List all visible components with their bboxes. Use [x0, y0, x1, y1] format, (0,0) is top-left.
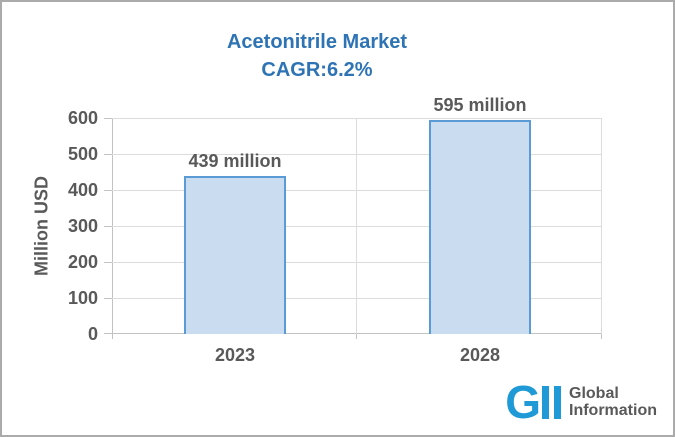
- chart-title-line1: Acetonitrile Market: [226, 31, 408, 53]
- gii-logo: G Global Information: [505, 376, 657, 428]
- category-divider-line: [356, 118, 357, 334]
- gridline: [112, 118, 602, 119]
- y-tick-label: 600: [67, 108, 98, 128]
- gridline: [112, 226, 602, 227]
- x-tick-mark: [112, 334, 113, 339]
- gii-logo-text: Global Information: [569, 385, 657, 419]
- bar-value-label: 595 million: [433, 95, 527, 115]
- gii-logo-monogram: G: [505, 376, 541, 428]
- bar-2023: [184, 176, 286, 334]
- y-tick-label: 0: [87, 324, 98, 344]
- gridline: [112, 190, 602, 191]
- bar-value-label: 439 million: [188, 151, 282, 171]
- gii-logo-bars-icon: [542, 385, 561, 419]
- chart-title-line2: CAGR:6.2%: [261, 59, 373, 81]
- y-tick-mark: [104, 190, 112, 191]
- plot-right-border: [601, 118, 602, 334]
- x-tick-label: 2023: [214, 345, 256, 365]
- y-tick-mark: [104, 298, 112, 299]
- bar-2028: [429, 120, 531, 334]
- y-tick-label: 200: [67, 252, 98, 272]
- x-tick-mark: [356, 334, 357, 339]
- x-tick-mark: [601, 334, 602, 339]
- x-axis-line: [112, 333, 602, 334]
- chart-title: Acetonitrile Market CAGR:6.2%: [2, 28, 632, 84]
- gridline: [112, 262, 602, 263]
- gii-logo-bar-icon: [554, 385, 561, 419]
- y-tick-mark: [104, 226, 112, 227]
- y-tick-mark: [104, 333, 112, 334]
- plot-area: 439 million 595 million: [104, 95, 602, 339]
- gii-logo-text-line1: Global: [569, 385, 619, 402]
- gii-logo-bar-icon: [542, 385, 549, 419]
- gridline: [112, 298, 602, 299]
- y-tick-label: 300: [67, 216, 98, 236]
- gii-logo-text-line2: Information: [569, 402, 657, 419]
- y-tick-label: 100: [67, 288, 98, 308]
- y-tick-mark: [104, 154, 112, 155]
- y-tick-label: 400: [67, 180, 98, 200]
- y-tick-mark: [104, 118, 112, 119]
- x-tick-label: 2028: [459, 345, 501, 365]
- y-axis-line: [112, 118, 113, 339]
- y-tick-label: 500: [67, 144, 98, 164]
- y-tick-mark: [104, 262, 112, 263]
- gridline: [112, 154, 602, 155]
